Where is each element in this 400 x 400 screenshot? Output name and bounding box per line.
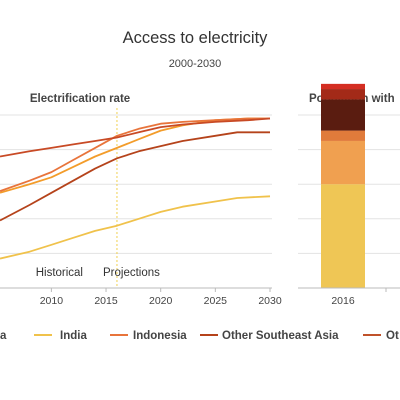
series-line-3 — [0, 117, 271, 158]
historical-label: Historical — [36, 267, 83, 279]
chart-title: Access to electricity — [123, 29, 269, 47]
left-x-axis: 2010 2015 2020 2025 2030 — [0, 287, 282, 307]
x-tick-label: 2010 — [40, 295, 64, 307]
left-line-series — [0, 117, 271, 260]
x-tick-label: 2020 — [149, 295, 173, 307]
bar-segment-4 — [321, 99, 365, 131]
legend-label: Indonesia — [133, 330, 187, 342]
left-grid — [0, 114, 272, 254]
legend-label: Other Southeast Asia — [222, 330, 339, 342]
x-tick-label: 2025 — [204, 295, 228, 307]
series-line-5 — [0, 195, 271, 260]
bar-segment-3 — [321, 130, 365, 141]
bar-segment-1 — [321, 184, 365, 288]
x-tick-label: 2030 — [258, 295, 282, 307]
series-line-4 — [0, 131, 270, 222]
series-line-2 — [0, 117, 270, 192]
x-tick-label: 2015 — [94, 295, 118, 307]
projections-label: Projections — [103, 267, 160, 279]
left-panel-title: Electrification rate — [30, 93, 130, 105]
right-x-axis: 2016 — [298, 287, 400, 307]
right-stacked-bar — [321, 83, 365, 288]
bar-category-label: 2016 — [331, 295, 355, 307]
legend-label: a — [0, 330, 7, 342]
bar-segment-2 — [321, 140, 365, 185]
bar-segment-6 — [321, 83, 365, 90]
legend-label: Ot — [386, 330, 399, 342]
bar-segment-5 — [321, 89, 365, 100]
chart-subtitle: 2000-2030 — [169, 58, 222, 70]
legend: a India Indonesia Other Southeast Asia Ot — [0, 330, 399, 342]
legend-label: India — [60, 330, 87, 342]
